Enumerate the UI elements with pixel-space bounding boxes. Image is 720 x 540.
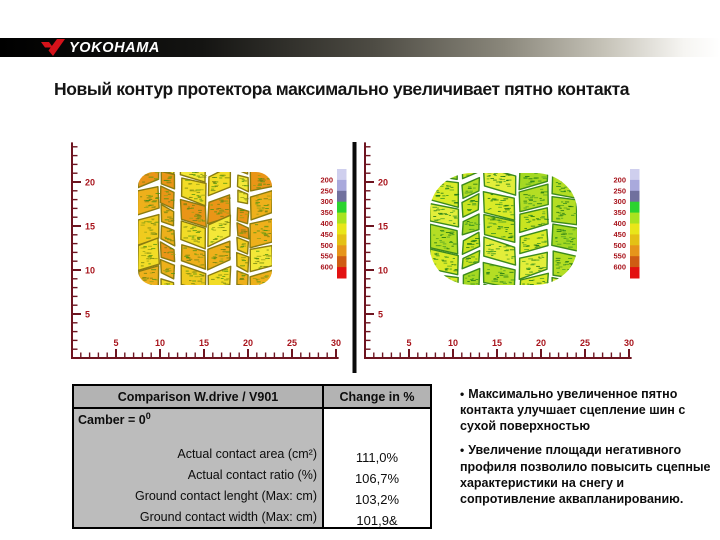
tick-label: 200 (613, 175, 626, 184)
tick-label: 20 (243, 338, 253, 348)
yokohama-y-icon (41, 39, 65, 56)
wdrive-plot-axes: 5 10 15 20 5 10 15 20 25 30 (364, 142, 634, 359)
bullet-icon: • (460, 443, 465, 458)
v901-plot-axes: 5 10 15 20 5 10 15 20 25 30 (71, 142, 341, 359)
comparison-table: Comparison W.drive / V901 Change in % Ca… (72, 384, 432, 529)
tick-label: 600 (320, 263, 333, 272)
tick-label: 600 (613, 263, 626, 272)
tick-label: 10 (155, 338, 165, 348)
row-label: Ground contact width (Max: cm) (73, 506, 324, 528)
table-row-camber: Camber = 00 (73, 408, 431, 430)
tick-label: 5 (85, 310, 90, 320)
wdrive-contact-patch (430, 173, 577, 285)
row-label: Actual contact area (cm²) (73, 443, 324, 464)
tick-label: 15 (378, 222, 388, 232)
plot-divider (352, 142, 357, 373)
tick-label: 10 (85, 266, 95, 276)
tick-label: 550 (613, 252, 626, 261)
table-row: Actual contact ratio (%) 106,7% (73, 464, 431, 486)
row-label: Ground contact lenght (Max: cm) (73, 485, 324, 506)
tick-label: 350 (320, 208, 333, 217)
tick-label: 10 (378, 266, 388, 276)
row-label: Actual contact ratio (%) (73, 464, 324, 485)
tick-label: 20 (536, 338, 546, 348)
tick-label: 450 (613, 230, 626, 239)
bullet-icon: • (460, 387, 465, 401)
tick-label: 20 (85, 178, 95, 188)
tick-label: 30 (331, 338, 341, 348)
tick-label: 350 (613, 208, 626, 217)
note-bullet: • Увеличение площади негативного профиля … (460, 442, 718, 506)
tick-label: 15 (492, 338, 502, 348)
tick-label: 15 (199, 338, 209, 348)
tick-label: 25 (287, 338, 297, 348)
tick-label: 200 (320, 175, 333, 184)
table-header-comparison: Comparison W.drive / V901 (73, 385, 324, 409)
v901-contact-patch (138, 172, 272, 285)
row-value: 111,0% (323, 443, 431, 465)
tick-label: 5 (113, 338, 118, 348)
table-header-change: Change in % (323, 385, 431, 409)
note-text: Увеличение площади негативного профиля п… (460, 443, 711, 506)
tick-label: 500 (613, 241, 626, 250)
yokohama-logo: YOKOHAMA (40, 39, 160, 56)
tick-label: 250 (613, 186, 626, 195)
tick-label: 5 (378, 310, 383, 320)
brand-name: YOKOHAMA (69, 39, 160, 56)
tick-label: 15 (85, 222, 95, 232)
tick-label: 450 (320, 230, 333, 239)
tick-label: 10 (448, 338, 458, 348)
notes-block: • Максимально увеличенное пятно контакта … (460, 386, 718, 515)
note-bullet: • Максимально увеличенное пятно контакта … (460, 386, 718, 434)
tick-label: 400 (613, 219, 626, 228)
tick-label: 550 (320, 252, 333, 261)
camber-label: Camber = 00 (73, 408, 324, 430)
table-row: Ground contact width (Max: cm) 101,9& (73, 506, 431, 528)
v901-plot-legend: 200 250 300 350 400 450 500 550 600 (320, 169, 347, 279)
tick-label: 400 (320, 219, 333, 228)
note-text: Максимально увеличенное пятно контакта у… (460, 387, 686, 434)
tick-label: 5 (406, 338, 411, 348)
table-row-spacer (73, 430, 431, 443)
tick-label: 300 (320, 197, 333, 206)
row-value: 106,7% (323, 464, 431, 486)
table-row: Actual contact area (cm²) 111,0% (73, 443, 431, 465)
brand-bar: YOKOHAMA (0, 38, 720, 57)
tick-label: 25 (580, 338, 590, 348)
table-row: Ground contact lenght (Max: cm) 103,2% (73, 485, 431, 507)
tick-label: 30 (624, 338, 634, 348)
tick-label: 250 (320, 186, 333, 195)
tick-label: 300 (613, 197, 626, 206)
tick-label: 20 (378, 178, 388, 188)
row-value: 101,9& (323, 506, 431, 528)
tick-label: 500 (320, 241, 333, 250)
wdrive-plot-legend: 200 250 300 350 400 450 500 550 600 (613, 169, 640, 279)
row-value: 103,2% (323, 485, 431, 507)
slide-title: Новый контур протектора максимально увел… (54, 79, 630, 99)
